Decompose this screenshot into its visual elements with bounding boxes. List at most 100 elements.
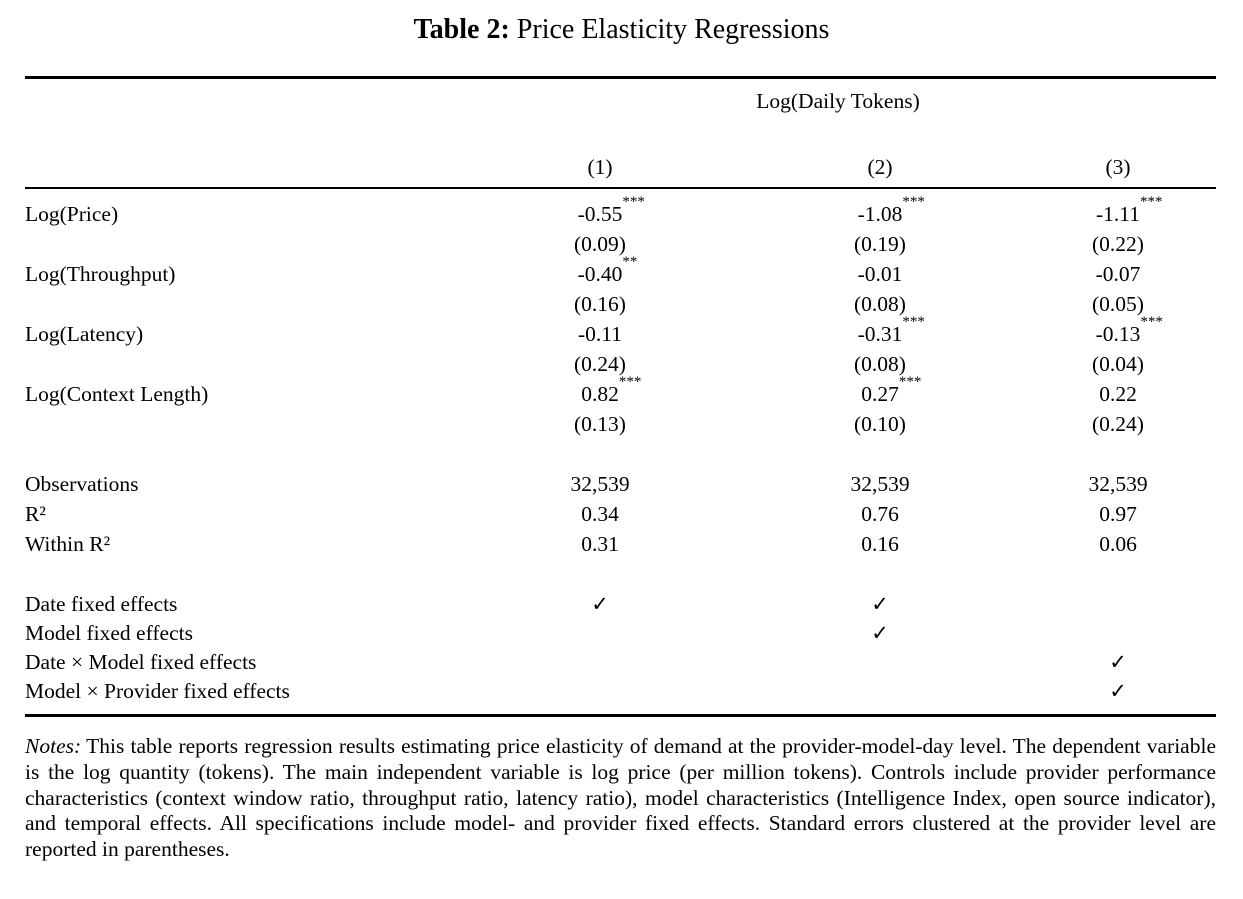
significance-stars: *** [902,314,925,330]
col-header-1: (1) [460,124,740,189]
coef-cell: -0.31 *** [740,314,1020,349]
table-row: Within R² 0.31 0.16 0.06 [25,529,1216,559]
col-header-2: (2) [740,124,1020,189]
row-label: Log(Latency) [25,322,144,346]
check-icon: ✓ [871,592,889,616]
coef-value: -0.31 *** [857,314,925,347]
coef-value: -0.13 *** [1095,314,1163,347]
stat-cell: 0.31 [581,532,619,556]
coef-cell: 0.22 [1020,379,1216,409]
row-label [25,349,460,379]
empty-cell [25,124,460,189]
check-icon: ✓ [1109,650,1127,674]
row-label: Observations [25,472,139,496]
table-caption: Table 2: Price Elasticity Regressions [0,12,1243,48]
check-icon: ✓ [1109,679,1127,703]
coef-value: -1.11 *** [1096,194,1163,227]
stat-cell: 32,539 [570,472,630,496]
notes-label: Notes: [25,734,82,758]
table-row: Log(Context Length) 0.82 *** 0.27 *** 0.22 [25,374,1216,409]
significance-stars: *** [1140,194,1163,210]
spacer [25,706,1216,716]
coef-value: -0.11 [578,322,622,346]
check-icon [460,677,740,706]
check-icon [460,648,740,677]
coef-value: -1.08 *** [857,194,925,227]
row-label: Date fixed effects [25,592,178,616]
coef-cell: 0.27 *** [740,374,1020,409]
table-row: Observations 32,539 32,539 32,539 [25,469,1216,499]
stat-cell: 32,539 [1088,472,1148,496]
col-header-3: (3) [1020,124,1216,189]
coef-value: -0.01 [857,262,903,286]
spacer [25,439,1216,469]
row-label: Log(Price) [25,202,119,226]
significance-stars: *** [898,374,922,390]
caption-text: Price Elasticity Regressions [516,14,830,45]
table-notes: Notes: This table reports regression resu… [25,734,1216,863]
row-label [25,289,460,319]
se-cell: (0.24) [1092,412,1144,436]
empty-cell [25,78,460,125]
row-label: Log(Context Length) [25,382,209,406]
spacer [25,559,1216,590]
spacer [25,188,1216,199]
table-row: R² 0.34 0.76 0.97 [25,499,1216,529]
table-row: (0.13) (0.10) (0.24) [25,409,1216,439]
se-cell: (0.19) [854,232,906,256]
check-icon [1020,619,1216,648]
coef-value: -0.40 ** [577,254,638,287]
table-row: Model fixed effects ✓ [25,619,1216,648]
coef-cell: 0.82 *** [460,374,740,409]
significance-stars: *** [902,194,925,210]
significance-stars: *** [1140,314,1163,330]
check-icon [740,677,1020,706]
regression-table: Log(Daily Tokens) (1) (2) (3) Log(Price)… [25,76,1216,717]
coef-value: 0.82 *** [581,374,642,407]
se-cell: (0.04) [1092,352,1144,376]
coef-cell: -0.55 *** [460,195,740,229]
stat-cell: 32,539 [850,472,910,496]
row-label [25,409,460,439]
table-row: Date × Model fixed effects ✓ [25,648,1216,677]
table-row: Date fixed effects ✓ ✓ [25,590,1216,619]
stat-cell: 0.16 [861,532,899,556]
check-icon [460,619,740,648]
coef-value: 0.22 [1099,382,1137,406]
table-row: (0.09) (0.19) (0.22) [25,229,1216,259]
significance-stars: *** [618,374,642,390]
table-row: Log(Throughput) -0.40 ** -0.01 -0.07 [25,254,1216,289]
row-label: Log(Throughput) [25,262,176,286]
se-cell: (0.13) [574,412,626,436]
table-row: (0.16) (0.08) (0.05) [25,289,1216,319]
notes-text: This table reports regression results es… [25,734,1216,862]
coef-value: -0.07 [1095,262,1141,286]
se-cell: (0.08) [854,292,906,316]
coef-cell: -0.40 ** [460,254,740,289]
coef-cell: -0.13 *** [1020,314,1216,349]
coef-value: 0.27 *** [861,374,922,407]
stat-cell: 0.97 [1099,502,1137,526]
column-header-row: (1) (2) (3) [25,124,1216,189]
table-row: Model × Provider fixed effects ✓ [25,677,1216,706]
table-row: (0.24) (0.08) (0.04) [25,349,1216,379]
row-label: Model × Provider fixed effects [25,679,290,703]
coef-cell: -1.08 *** [740,194,1020,229]
stat-cell: 0.76 [861,502,899,526]
se-cell: (0.24) [574,352,626,376]
check-icon [1020,590,1216,619]
se-cell: (0.16) [574,292,626,316]
paper-page: Table 2: Price Elasticity Regressions Log… [0,12,1243,899]
check-icon: ✓ [591,592,609,616]
table-row: Log(Latency) -0.11 -0.31 *** -0.13 *** [25,314,1216,349]
se-cell: (0.05) [1092,292,1144,316]
dep-var-header: Log(Daily Tokens) [756,89,920,113]
row-label: Date × Model fixed effects [25,650,257,674]
se-cell: (0.10) [854,412,906,436]
row-label: R² [25,502,46,526]
table-row: Log(Price) -0.55 *** -1.08 *** -1.11 *** [25,194,1216,229]
coef-cell: -0.11 [460,319,740,349]
se-cell: (0.08) [854,352,906,376]
coef-cell: -1.11 *** [1020,194,1216,229]
check-icon [740,648,1020,677]
